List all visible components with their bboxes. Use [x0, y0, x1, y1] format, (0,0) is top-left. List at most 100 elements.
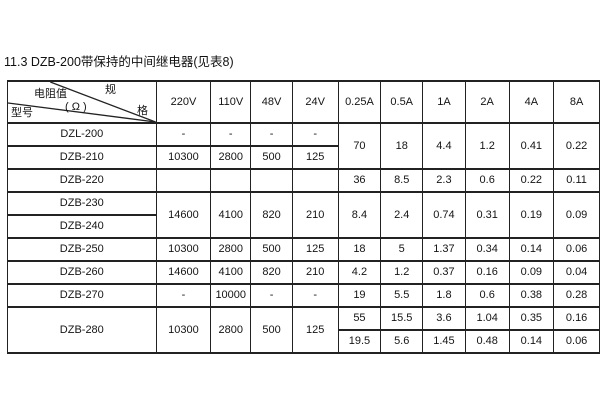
row-dzb-280: DZB-280 10300 2800 500 125 55 15.5 3.6 1… — [7, 306, 600, 354]
corner-label-resistance: 电阻值 — [34, 88, 67, 100]
value-cell: 18 — [337, 237, 382, 262]
value-cell: 0.09 — [553, 191, 600, 239]
value-cell: 0.09 — [508, 260, 555, 285]
value-cell — [250, 168, 293, 193]
value-cell: 1.37 — [422, 237, 466, 262]
value-cell: 0.04 — [553, 260, 600, 285]
value-cell: 0.41 — [508, 122, 555, 170]
value-cell: 2.4 — [380, 191, 424, 239]
column-header-05a: 0.5A — [380, 80, 424, 124]
column-header-2a: 2A — [464, 80, 510, 124]
value-cell: 19 — [337, 283, 382, 308]
row-dzb-280-second: 19.5 5.6 1.45 0.48 0.14 0.06 — [8, 329, 600, 354]
value-cell: 14600 — [155, 260, 212, 285]
page-title: 11.3 DZB-200带保持的中间继电器(见表8) — [4, 55, 234, 69]
model-cell: DZB-240 — [7, 214, 157, 239]
value-cell: 500 — [250, 306, 293, 354]
value-cell: 1.04 — [464, 306, 510, 331]
row-dzb-220: DZB-220 36 8.5 2.3 0.6 0.22 0.11 — [7, 168, 600, 193]
model-cell: DZL-200 — [7, 122, 157, 147]
value-cell: 210 — [291, 191, 339, 239]
value-cell: 19.5 — [337, 329, 382, 354]
row-dzb-250: DZB-250 10300 2800 500 125 18 5 1.37 0.3… — [7, 237, 600, 262]
value-cell: 2.3 — [422, 168, 466, 193]
value-cell: 14600 — [155, 191, 212, 239]
value-cell: 125 — [291, 145, 339, 170]
value-cell: 0.06 — [553, 237, 600, 262]
corner-label-unit: ( Ω ) — [65, 101, 87, 113]
value-cell: - — [155, 283, 212, 308]
value-cell: 0.16 — [553, 306, 600, 331]
value-cell: 0.28 — [553, 283, 600, 308]
corner-label-spec-bottom: 格 — [137, 105, 148, 117]
value-cell: 0.31 — [464, 191, 510, 239]
value-cell — [291, 168, 339, 193]
value-cell: 5.6 — [380, 329, 424, 354]
value-cell: 0.6 — [464, 283, 510, 308]
model-cell: DZB-270 — [7, 283, 157, 308]
value-cell: 0.14 — [508, 237, 555, 262]
value-cell: 8.4 — [337, 191, 382, 239]
value-cell: 500 — [250, 237, 293, 262]
value-cell: 210 — [291, 260, 339, 285]
value-cell: 8.5 — [380, 168, 424, 193]
row-dzb-210: DZB-210 10300 2800 500 125 — [7, 145, 600, 170]
value-cell: 10300 — [155, 145, 212, 170]
model-cell: DZB-250 — [7, 237, 157, 262]
column-header-1a: 1A — [422, 80, 466, 124]
value-cell: 10300 — [155, 306, 212, 354]
header-row: 电阻值 ( Ω ) 规 格 型号 220V 110V 48V 24V 0.25A… — [7, 80, 600, 124]
value-cell: 10300 — [155, 237, 212, 262]
value-cell: 125 — [291, 306, 339, 354]
value-cell: - — [250, 283, 293, 308]
row-dzb-260: DZB-260 14600 4100 820 210 4.2 1.2 0.37 … — [7, 260, 600, 285]
value-cell: 0.74 — [422, 191, 466, 239]
value-cell: 5 — [380, 237, 424, 262]
corner-label-model: 型号 — [11, 107, 33, 119]
relay-spec-table: 电阻值 ( Ω ) 规 格 型号 220V 110V 48V 24V 0.25A… — [7, 80, 600, 354]
model-cell: DZB-220 — [7, 168, 157, 193]
model-cell: DZB-260 — [7, 260, 157, 285]
value-cell: 0.06 — [553, 329, 600, 354]
value-cell: 0.35 — [508, 306, 555, 331]
column-header-4a: 4A — [508, 80, 555, 124]
value-cell: 0.19 — [508, 191, 555, 239]
value-cell: 36 — [337, 168, 382, 193]
value-cell: 1.8 — [422, 283, 466, 308]
row-dzb-270: DZB-270 - 10000 - - 19 5.5 1.8 0.6 0.38 … — [7, 283, 600, 308]
column-header-24v: 24V — [291, 80, 339, 124]
value-cell: 0.6 — [464, 168, 510, 193]
corner-header-cell: 电阻值 ( Ω ) 规 格 型号 — [7, 80, 157, 124]
value-cell: 5.5 — [380, 283, 424, 308]
value-cell: 2800 — [210, 145, 252, 170]
corner-label-spec-top: 规 — [105, 84, 116, 96]
column-header-110v: 110V — [210, 80, 252, 124]
value-cell: 4100 — [210, 191, 252, 239]
value-cell: 0.22 — [553, 122, 600, 170]
value-cell: 820 — [250, 260, 293, 285]
value-cell: 1.2 — [380, 260, 424, 285]
value-cell: 70 — [337, 122, 382, 170]
value-cell: 15.5 — [380, 306, 424, 331]
value-cell: 820 — [250, 191, 293, 239]
model-cell: DZB-280 — [7, 306, 157, 354]
value-cell: 55 — [337, 306, 382, 331]
value-cell: - — [210, 122, 252, 147]
value-cell: 1.45 — [422, 329, 466, 354]
row-dzb-230: DZB-230 14600 4100 820 210 8.4 2.4 0.74 … — [7, 191, 600, 239]
column-header-025a: 0.25A — [337, 80, 382, 124]
value-cell: 500 — [250, 145, 293, 170]
value-cell — [210, 168, 252, 193]
value-cell — [155, 168, 212, 193]
value-cell: - — [291, 283, 339, 308]
model-cell: DZB-210 — [7, 145, 157, 170]
value-cell: 0.22 — [508, 168, 555, 193]
value-cell: 3.6 — [422, 306, 466, 331]
value-cell: 4.2 — [337, 260, 382, 285]
value-cell: - — [250, 122, 293, 147]
value-cell: 2800 — [210, 306, 252, 354]
value-cell: 0.38 — [508, 283, 555, 308]
column-header-48v: 48V — [250, 80, 293, 124]
value-cell: - — [155, 122, 212, 147]
value-cell: 0.16 — [464, 260, 510, 285]
